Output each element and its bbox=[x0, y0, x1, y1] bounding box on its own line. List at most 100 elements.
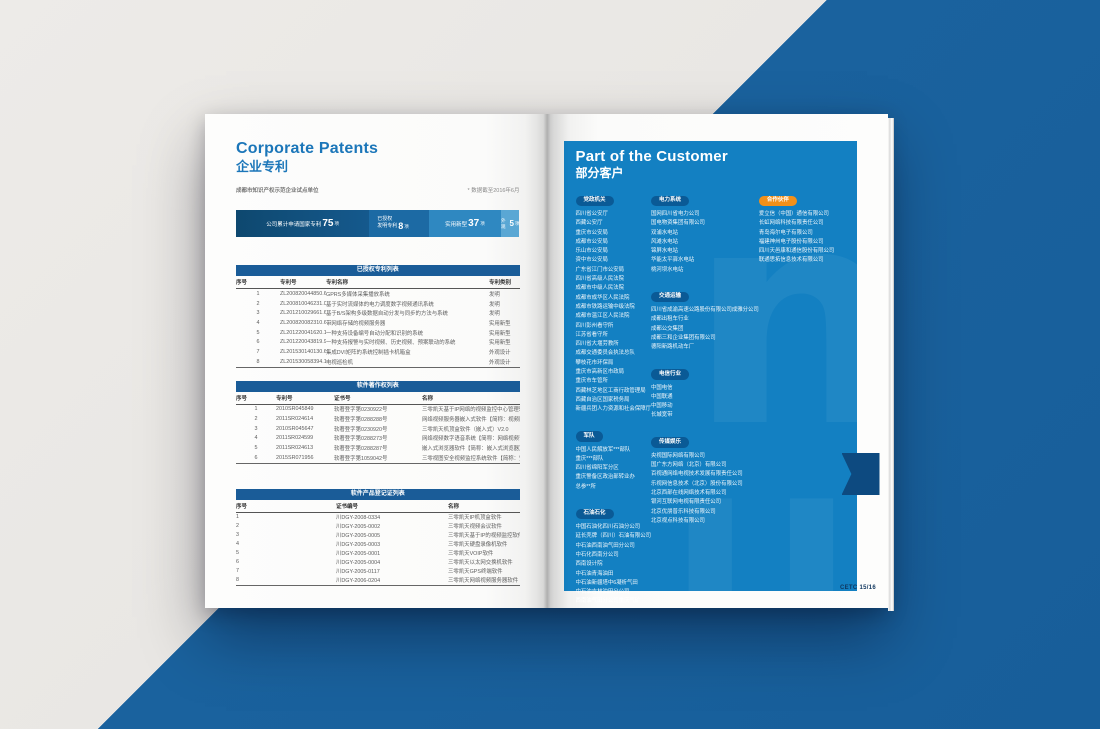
column-header: 名称 bbox=[422, 395, 434, 402]
customer-item: 桃河坝水电站 bbox=[650, 266, 684, 273]
customer-item: 风滩水电站 bbox=[650, 238, 678, 245]
customer-column: 电力系统 国网四川省电力公司 国电物资集团有限公司 双浦水电站 风滩水电站 锦屏水电站华… bbox=[650, 188, 759, 616]
customer-section: 党政机关 四川省公安厅 西藏公安厅 重庆市公安局 成都市公安局 乐山市公安局 资中市公安局… bbox=[575, 188, 651, 415]
column-header: 序号 bbox=[236, 395, 248, 402]
customers-title-zh: 部分客户 bbox=[575, 166, 624, 180]
customer-item: 成都三和企业集团有限公司 bbox=[650, 334, 716, 341]
ribbon-flag-icon bbox=[841, 453, 880, 495]
customer-item: 国广东方网络（北京）有限公司 bbox=[650, 462, 727, 469]
customer-item: 成都市中级人民法院 bbox=[575, 285, 625, 292]
customer-item: 锦屏水电站 bbox=[650, 248, 678, 255]
table-row: 4 ZL200820082310.6 带网络存储的视频服务器 实用新型 bbox=[256, 319, 511, 327]
customer-item: 福建神州电子股份有限公司 bbox=[758, 238, 824, 245]
table-row: 7 ZL201530140130.6 集成DVI矩阵的系统控制插卡机箱盒 外观设… bbox=[256, 348, 511, 356]
stat-utility: 实用新型 37 项 bbox=[428, 210, 502, 237]
customers-title-en: Part of the Customer bbox=[575, 148, 728, 165]
table-row: 8 川DGY-2006-0204 三零凯天网络视频服务器软件 bbox=[236, 577, 519, 585]
category-badge: 军队 bbox=[575, 431, 603, 442]
right-page-content: Part of the Customer 部分客户 党政机关 bbox=[575, 148, 847, 616]
customer-item: 成都市公安局 bbox=[575, 238, 608, 245]
customer-item: 中石油吉林油田分公司 bbox=[575, 589, 630, 596]
customer-section: 交通运输 四川省成渝高速公路股份有限公司成雅分公司 成都出租车行业 成都公交集团 成都… bbox=[650, 284, 759, 352]
customer-item: 重庆市高新区市政局 bbox=[575, 369, 625, 376]
customer-item: 中国电信 bbox=[650, 384, 673, 391]
customer-item: 中国人民解放军***部队 bbox=[575, 446, 631, 453]
category-badge: 合作伙伴 bbox=[758, 195, 797, 206]
page-title-en: Corporate Patents bbox=[236, 140, 379, 157]
customer-item: 中国移动 bbox=[650, 403, 673, 410]
customer-item: 乐山市公安局 bbox=[575, 248, 608, 255]
customer-item: 西藏公安厅 bbox=[575, 220, 603, 227]
table-row: 1 川DGY-2008-0334 三零凯天IP机顶盒软件 bbox=[236, 514, 502, 522]
customer-item: 重庆市车管所 bbox=[575, 378, 608, 385]
page-footer: CETC 15/16 bbox=[839, 585, 876, 591]
customer-column: 合作伙伴 爱立信（中国）通信有限公司 长虹网络科技有限责任公司 青岛海尔电子有限公司… bbox=[758, 188, 834, 616]
customer-item: 西南设计院 bbox=[575, 561, 603, 568]
table-row: 6 ZL201220043819.9 一种支持报警与实时视频、历史视频、预案联动… bbox=[256, 339, 511, 347]
table-row: 2 ZL200810046231.0 基于实时流媒体的电力调度数字视频通讯系统 … bbox=[256, 300, 500, 308]
table-row: 8 ZL201530058394.1 电视巡检机 外观设计 bbox=[256, 358, 511, 366]
customer-list: 四川省成渝高速公路股份有限公司成雅分公司 成都出租车行业 成都公交集团 成都三和企业集… bbox=[651, 306, 759, 352]
customer-section: 合作伙伴 爱立信（中国）通信有限公司 长虹网络科技有限责任公司 青岛海尔电子有限公司… bbox=[758, 188, 834, 266]
category-badge: 石油石化 bbox=[575, 508, 614, 520]
software-copyright-table: 软件著作权列表 序号 专利号 证书号 名称 1 2010SR045849 软著登字第0… bbox=[236, 380, 520, 464]
customer-item: 中石油新疆塔中6凝析气田 bbox=[575, 579, 638, 586]
column-header: 专利名称 bbox=[326, 280, 349, 286]
customer-list: 四川省公安厅 西藏公安厅 重庆市公安局 成都市公安局 乐山市公安局 资中市公安局 广东省江门… bbox=[576, 210, 651, 415]
customer-item: 成都交通委员会执法总队 bbox=[575, 350, 635, 357]
customer-item: 爱立信（中国）通信有限公司 bbox=[758, 211, 829, 217]
customer-list: 国网四川省电力公司 国电物资集团有限公司 双浦水电站 风滩水电站 锦屏水电站 华能太平驿水… bbox=[651, 210, 759, 275]
table-title: 软件产品登记证列表 bbox=[236, 488, 520, 500]
customer-item: 重庆警备区政治部转业办 bbox=[575, 474, 635, 481]
customer-item: 乐视网信息技术（北京）股份有限公司 bbox=[650, 480, 743, 487]
column-header: 专利类别 bbox=[489, 280, 512, 286]
column-header: 名称 bbox=[448, 503, 460, 510]
column-header: 专利号 bbox=[280, 280, 297, 286]
table-row: 5 川DGY-2005-0001 三零凯天VOIP软件 bbox=[236, 550, 494, 558]
patent-stats-bar: 公司累计申请国家专利 75 项 已授权 发明专利 8 项 实用新型 bbox=[236, 210, 520, 237]
customer-item: 广东省江门市公安局 bbox=[575, 266, 625, 273]
customer-item: 西藏林芝地区工商行政管理局 bbox=[575, 387, 646, 394]
table-row: 5 ZL201220041620.1 一种支持设备编号自动分配和识别的系统 实用… bbox=[256, 329, 511, 337]
customer-item: 西南油气田分公司重庆气矿 bbox=[575, 598, 641, 605]
table-row: 5 2011SR024613 软著登字第0288287号 嵌入式浏览器软件【简称… bbox=[254, 445, 520, 453]
table-header-row: 序号 证书编号 名称 bbox=[236, 500, 520, 513]
category-badge: 传媒娱乐 bbox=[650, 437, 689, 448]
customer-item: 中石油西南油气田分公司 bbox=[575, 542, 635, 549]
customer-item: 百视通网络电视技术发展有限责任公司 bbox=[650, 471, 743, 478]
customer-item: 四川省绵阳军分区 bbox=[575, 465, 619, 472]
customer-item: 中石化西南分公司 bbox=[575, 551, 619, 558]
customer-item: 长虹网络科技有限责任公司 bbox=[758, 220, 824, 227]
page-stack-edge bbox=[888, 118, 894, 611]
customers-panel: n U Part of the Customer 部分客户 党政机关 bbox=[563, 141, 880, 604]
customer-item: 江苏省看守所 bbox=[575, 331, 608, 338]
customer-section: 传媒娱乐 央视国际网络有限公司 国广东方网络（北京）有限公司 百视通网络电视技术发展… bbox=[650, 430, 759, 526]
stat-design: 外观 5 项 bbox=[501, 210, 520, 237]
stat-granted: 已授权 发明专利 8 项 bbox=[369, 210, 429, 237]
customer-item: 华能太平驿水电站 bbox=[650, 257, 695, 264]
customer-item: 四川省成渝高速公路股份有限公司成雅分公司 bbox=[650, 307, 759, 314]
table-row: 3 川DGY-2005-0005 三零凯天基于IP的视频监控软件 bbox=[236, 532, 520, 540]
customer-item: 长城宽带 bbox=[650, 412, 673, 419]
table-row: 1 ZL200820044850.6 GPRS多媒体采集播放系统 发明 bbox=[256, 290, 500, 298]
customer-section: 石油石化 中国石油化四川石油分公司 延长壳牌（四川）石油有限公司 中石油西南油气田分… bbox=[575, 501, 651, 607]
granted-patents-table: 已授权专利列表 序号 专利号 专利名称 专利类别 1 ZL200820044850.6… bbox=[236, 265, 520, 368]
subtitle: 成都市知识产权示范企业试点单位 bbox=[236, 188, 319, 194]
customer-item: 德阳新路机动车厂 bbox=[650, 344, 695, 351]
customer-item: 中石油青海油田 bbox=[575, 570, 614, 577]
customer-item: 成都市成华区人民法院 bbox=[575, 294, 630, 301]
table-row: 1 2010SR045849 软著登字第0230922号 三零凯天基于IP网络的… bbox=[254, 406, 520, 414]
customer-item: 北京视点科技有限公司 bbox=[650, 517, 705, 524]
column-header: 证书编号 bbox=[336, 503, 359, 510]
table-row: 6 2015SR071956 软著登字第1059042号 三零视图安全视频监控系… bbox=[254, 454, 520, 462]
customer-item: 攀枝花市环保局 bbox=[575, 359, 614, 366]
customer-item: 联通思拓信息技术有限公司 bbox=[758, 257, 824, 264]
column-header: 专利号 bbox=[276, 395, 293, 402]
left-page: Corporate Patents 企业专利 成都市知识产权示范企业试点单位 *… bbox=[205, 114, 547, 608]
meta-row: 成都市知识产权示范企业试点单位 * 数据截至2016年6月 bbox=[236, 186, 520, 194]
customer-column: 党政机关 四川省公安厅 西藏公安厅 重庆市公安局 成都市公安局 乐山市公安局 资中市公安局… bbox=[575, 188, 651, 616]
customer-item: 西藏自治区国家税务局 bbox=[575, 396, 630, 403]
column-header: 证书号 bbox=[334, 395, 351, 402]
customer-list: 中国人民解放军***部队 重庆***部队 四川省绵阳军分区 重庆警备区政治部转业办 总参… bbox=[576, 446, 651, 492]
